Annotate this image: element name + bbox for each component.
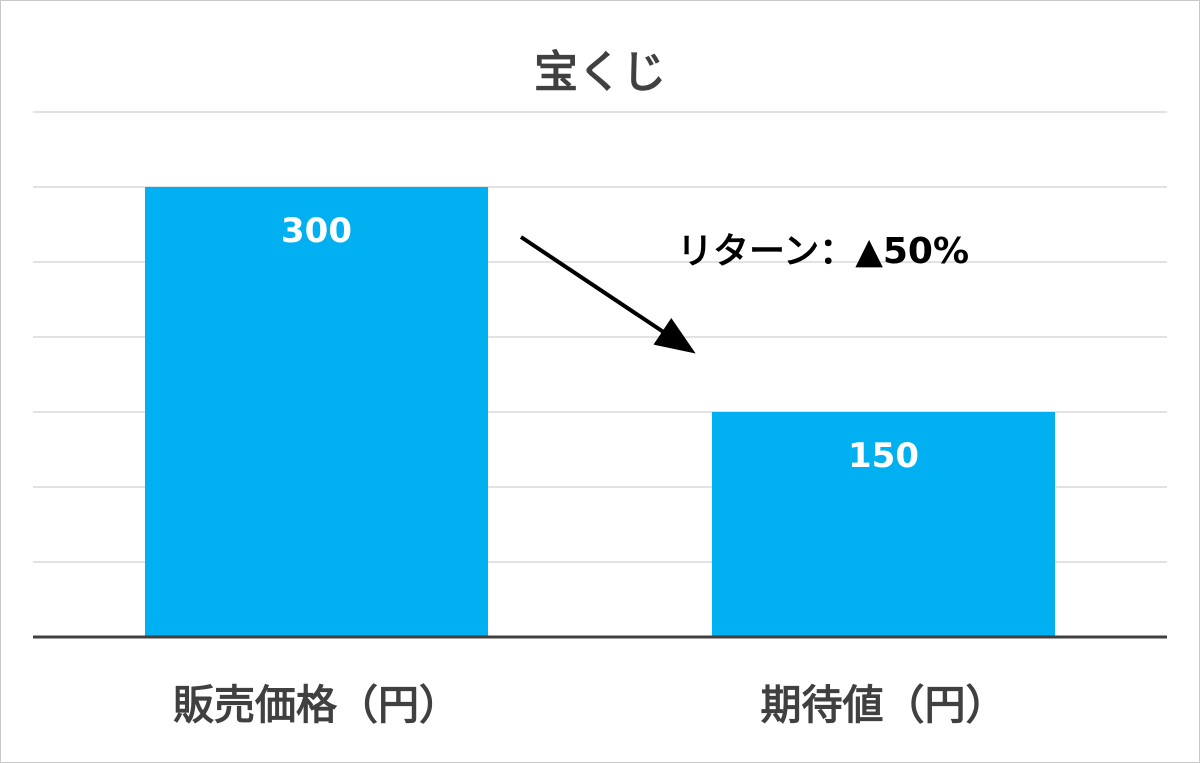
decrease-arrow bbox=[519, 235, 696, 354]
bars: 300 150 bbox=[144, 187, 1056, 637]
chart-title: 宝くじ bbox=[534, 47, 666, 98]
data-label: 150 bbox=[848, 436, 919, 476]
return-annotation: リターン：▲50% bbox=[677, 231, 969, 272]
category-label: 期待値（円） bbox=[761, 681, 1007, 729]
category-labels: 販売価格（円） 期待値（円） bbox=[173, 681, 1007, 729]
data-label: 300 bbox=[281, 211, 352, 251]
bar bbox=[144, 187, 489, 637]
bar bbox=[711, 412, 1056, 637]
category-label: 販売価格（円） bbox=[173, 681, 460, 729]
